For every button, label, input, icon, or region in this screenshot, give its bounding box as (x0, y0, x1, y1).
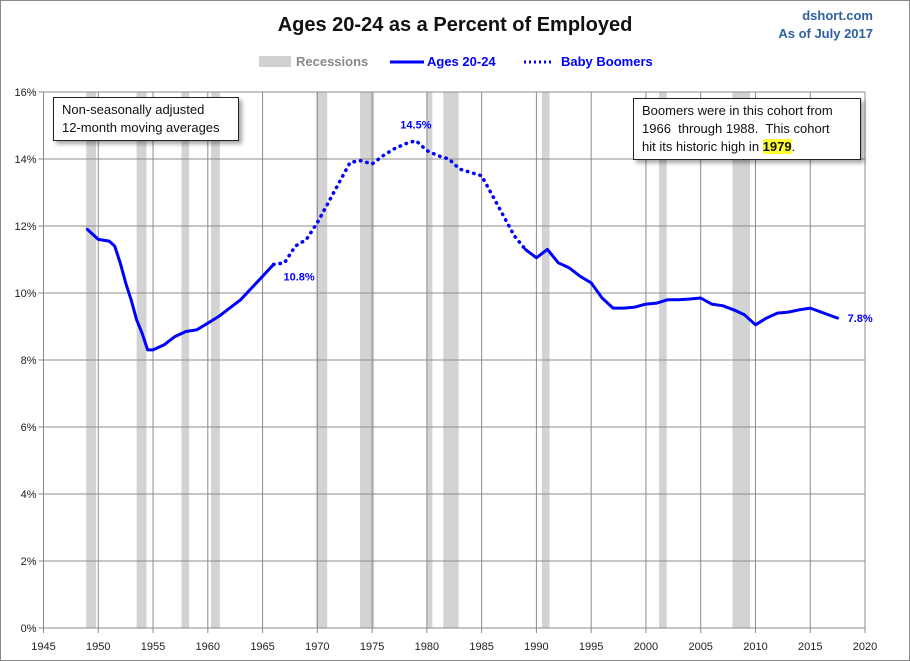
y-tick-label: 4% (21, 489, 37, 501)
data-label: 7.8% (848, 313, 873, 325)
legend-label-ages: Ages 20-24 (427, 54, 496, 69)
data-labels: 10.8% 14.5% 7.8% (284, 120, 873, 326)
legend-label-recessions: Recessions (296, 54, 368, 69)
series-line-ages-20-24 (523, 247, 840, 327)
x-tick-label: 1950 (86, 641, 110, 653)
x-tick-label: 2000 (634, 641, 658, 653)
note-right-line1: Boomers were in this cohort from (642, 103, 833, 118)
x-tick-label: 1960 (196, 641, 220, 653)
x-tick-label: 1955 (141, 641, 165, 653)
gridlines (43, 91, 866, 628)
y-tick-label: 14% (14, 154, 36, 166)
note-box-left: Non-seasonally adjusted 12-month moving … (53, 97, 239, 141)
note-right-line2: 1966 through 1988. This cohort (642, 121, 830, 136)
date-note: As of July 2017 (778, 26, 873, 41)
x-tick-label: 2020 (853, 641, 877, 653)
y-tick-label: 0% (21, 623, 37, 635)
source-label: dshort.com (802, 8, 873, 23)
data-label: 10.8% (284, 272, 315, 284)
note-right-line3-pre: hit its historic high in (642, 139, 763, 154)
axes: 1945 1950 1955 1960 1965 1970 1975 1980 1985 1990… (14, 87, 877, 653)
legend-label-boomers: Baby Boomers (561, 54, 653, 69)
x-tick-label: 2015 (798, 641, 822, 653)
chart-title: Ages 20-24 as a Percent of Employed (278, 14, 633, 36)
x-tick-label: 1945 (31, 641, 55, 653)
y-tick-label: 8% (21, 355, 37, 367)
note-box-right: Boomers were in this cohort from 1966 th… (633, 98, 861, 160)
y-tick-label: 10% (14, 288, 36, 300)
series-line-baby-boomers (271, 138, 528, 267)
x-tick-label: 2010 (743, 641, 767, 653)
x-tick-label: 1985 (469, 641, 493, 653)
highlight-year: 1979 (762, 139, 792, 154)
x-tick-label: 1980 (415, 641, 439, 653)
series-lines (85, 138, 840, 352)
series-line-ages-20-24 (85, 227, 275, 352)
x-tick-label: 2005 (688, 641, 712, 653)
note-left-line2: 12-month moving averages (62, 120, 220, 135)
legend: Recessions Ages 20-24 Baby Boomers (259, 54, 653, 69)
x-tick-label: 1990 (524, 641, 548, 653)
note-left-line1: Non-seasonally adjusted (62, 102, 205, 117)
note-right-line3-post: . (791, 139, 796, 154)
x-tick-label: 1975 (360, 641, 384, 653)
y-tick-label: 6% (21, 422, 37, 434)
x-tick-label: 1995 (579, 641, 603, 653)
x-tick-label: 1970 (305, 641, 329, 653)
y-tick-label: 12% (14, 221, 36, 233)
y-tick-label: 2% (21, 556, 37, 568)
note-right-line3: hit its historic high in 1979. (642, 138, 852, 156)
legend-swatch-recessions (259, 56, 291, 67)
x-tick-label: 1965 (250, 641, 274, 653)
y-tick-label: 16% (14, 87, 36, 99)
data-label: 14.5% (400, 120, 431, 132)
